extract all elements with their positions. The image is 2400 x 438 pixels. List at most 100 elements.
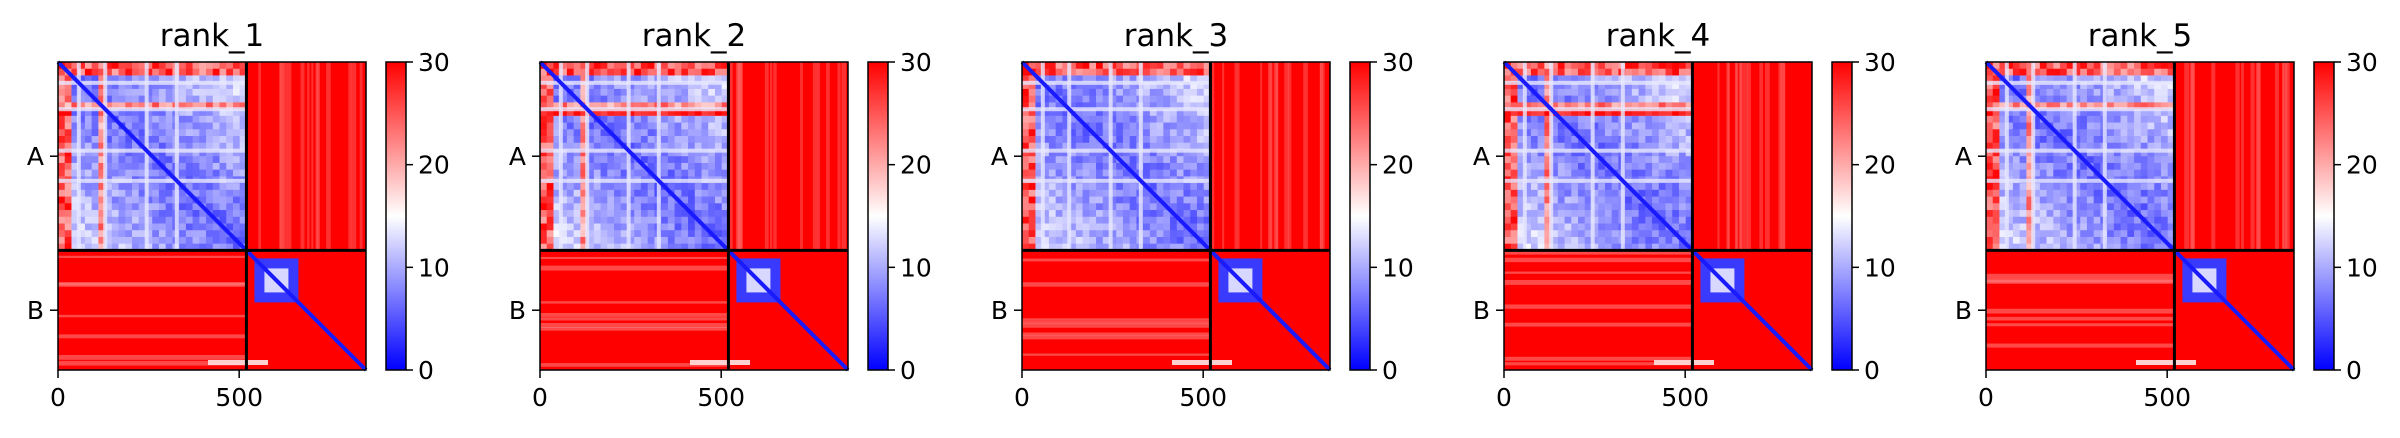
- cell: [1652, 236, 1660, 245]
- cell: [1685, 95, 1694, 103]
- stripe: [2136, 360, 2196, 365]
- cell: [1645, 162, 1653, 171]
- cell: [1096, 243, 1104, 252]
- cell: [1598, 62, 1606, 70]
- cell: [1584, 230, 1593, 238]
- stripe: [729, 62, 733, 251]
- stripe: [1269, 62, 1273, 251]
- cell: [647, 68, 655, 77]
- cell: [647, 62, 655, 70]
- cell: [661, 223, 669, 231]
- cell: [132, 129, 140, 137]
- cell: [1604, 136, 1613, 144]
- cell: [1102, 189, 1111, 198]
- cell: [1591, 169, 1599, 177]
- cell: [1170, 236, 1178, 245]
- cell: [1551, 169, 1559, 177]
- cell: [2140, 102, 2149, 110]
- axes-frame: [1985, 61, 2295, 371]
- cell: [1992, 82, 2001, 90]
- cell: [620, 216, 629, 225]
- cell: [2134, 203, 2142, 211]
- cell: [64, 149, 73, 157]
- cell: [239, 115, 248, 124]
- cell: [1551, 216, 1559, 225]
- cell: [78, 189, 86, 198]
- cell: [566, 68, 575, 77]
- cell: [1035, 189, 1043, 198]
- cell: [125, 109, 133, 117]
- cell: [607, 82, 615, 90]
- cell: [1183, 95, 1191, 103]
- cell: [1129, 82, 1137, 90]
- cell: [667, 162, 676, 171]
- cell: [226, 129, 234, 137]
- cell: [1196, 142, 1205, 151]
- cell: [2060, 236, 2068, 245]
- cell: [2113, 216, 2122, 225]
- cell: [1116, 62, 1124, 70]
- cell: [2134, 196, 2142, 204]
- cell: [640, 183, 649, 191]
- cell: [2147, 236, 2155, 245]
- cell: [1163, 142, 1171, 151]
- cell: [546, 88, 555, 97]
- cell: [2026, 82, 2034, 90]
- cell: [667, 129, 676, 137]
- cell: [192, 129, 200, 137]
- cell: [1116, 203, 1124, 211]
- cell: [2039, 223, 2048, 231]
- cell: [1625, 88, 1633, 97]
- cell: [1143, 243, 1151, 252]
- cell: [2033, 196, 2041, 204]
- cell: [71, 183, 79, 191]
- cell: [1665, 122, 1673, 130]
- cell: [553, 62, 561, 70]
- cell: [1992, 230, 2001, 238]
- cell: [1591, 75, 1599, 83]
- cell: [1645, 189, 1653, 198]
- cell: [2039, 142, 2048, 151]
- cell: [1183, 122, 1191, 130]
- cell: [2134, 122, 2142, 130]
- cell: [1129, 62, 1137, 70]
- cell: [118, 149, 126, 157]
- cell: [546, 210, 555, 218]
- cell: [2107, 122, 2115, 130]
- cell: [1048, 115, 1057, 124]
- cell: [1089, 88, 1097, 97]
- cell: [2113, 82, 2122, 90]
- cell: [98, 75, 106, 83]
- cell: [1129, 203, 1137, 211]
- cell: [1571, 216, 1579, 225]
- cell: [1156, 230, 1164, 238]
- cell: [1986, 149, 1994, 157]
- cell: [1035, 136, 1043, 144]
- cell: [1163, 156, 1171, 164]
- cell: [1035, 162, 1043, 171]
- cell: [694, 196, 703, 204]
- cell: [138, 183, 147, 191]
- cell: [1645, 149, 1653, 157]
- cell: [2134, 95, 2142, 103]
- cell: [145, 156, 153, 164]
- cell: [1082, 203, 1090, 211]
- cell: [688, 115, 696, 124]
- cell: [1625, 203, 1633, 211]
- cell: [232, 156, 241, 164]
- cell: [1163, 216, 1171, 225]
- cell: [1096, 75, 1104, 83]
- cell: [1163, 102, 1171, 110]
- stripe: [2190, 62, 2194, 251]
- cell: [165, 109, 173, 117]
- cell: [1678, 62, 1687, 70]
- cell: [1183, 216, 1191, 225]
- cell: [1564, 243, 1572, 252]
- cell: [118, 156, 126, 164]
- cell: [1149, 183, 1158, 191]
- cell: [1645, 169, 1653, 177]
- cell: [607, 149, 615, 157]
- cell: [546, 136, 555, 144]
- cell: [1517, 189, 1525, 198]
- cell: [1510, 102, 1519, 110]
